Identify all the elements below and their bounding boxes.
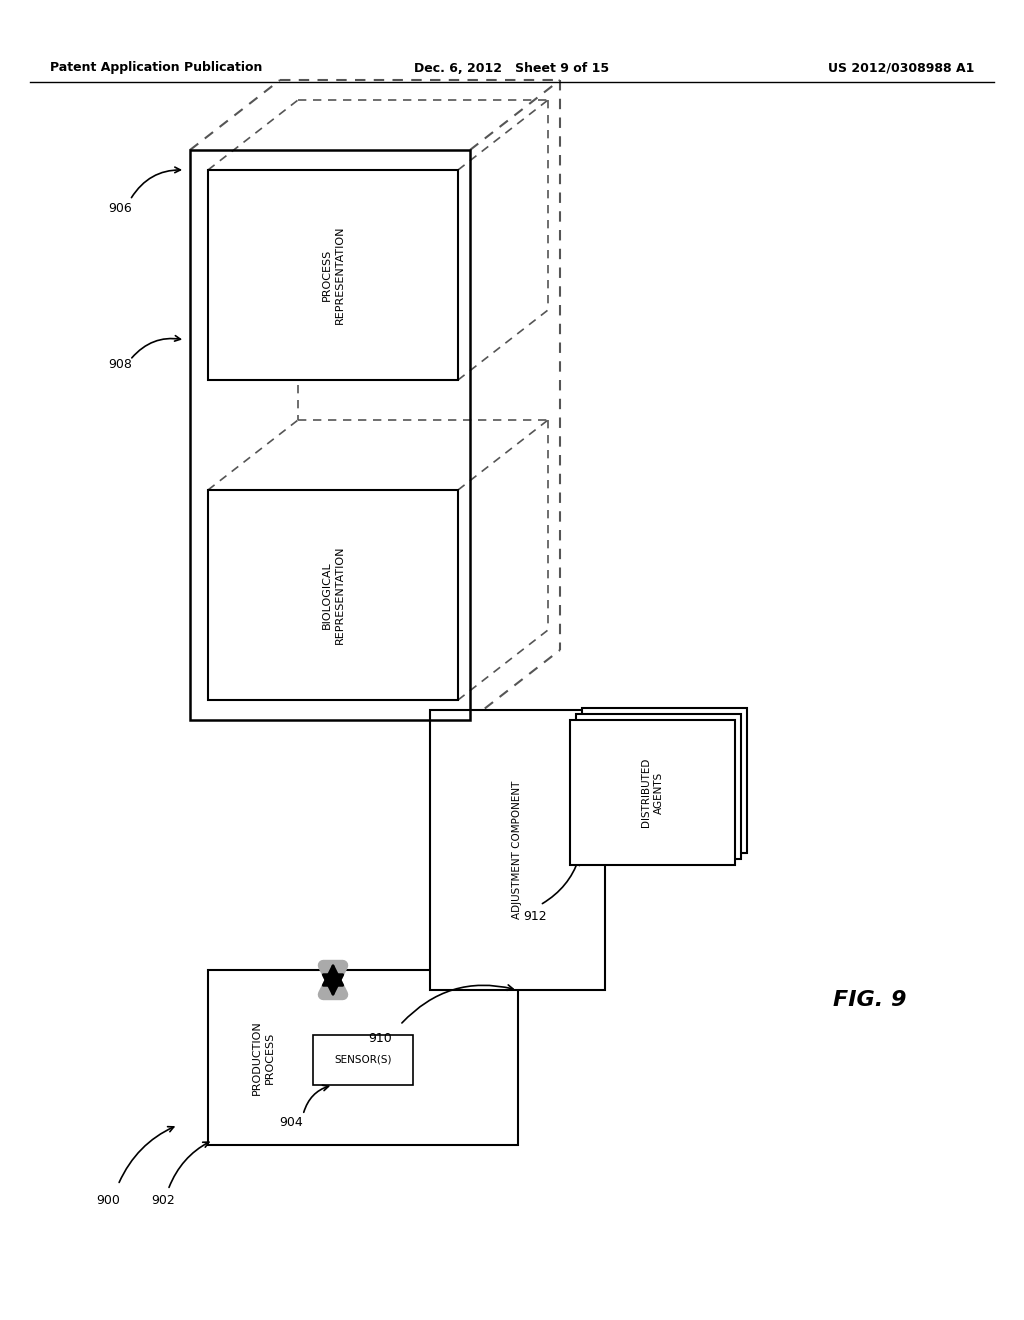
FancyBboxPatch shape [208, 970, 518, 1144]
Text: Dec. 6, 2012   Sheet 9 of 15: Dec. 6, 2012 Sheet 9 of 15 [415, 62, 609, 74]
FancyBboxPatch shape [208, 170, 458, 380]
Text: Patent Application Publication: Patent Application Publication [50, 62, 262, 74]
Text: 910: 910 [368, 1031, 392, 1044]
FancyBboxPatch shape [582, 708, 746, 853]
Text: 904: 904 [280, 1117, 303, 1130]
Text: PROCESS
REPRESENTATION: PROCESS REPRESENTATION [322, 226, 345, 325]
Text: PRODUCTION
PROCESS: PRODUCTION PROCESS [252, 1020, 274, 1094]
FancyBboxPatch shape [575, 714, 741, 859]
Text: 908: 908 [109, 359, 132, 371]
FancyBboxPatch shape [208, 490, 458, 700]
Text: DISTRIBUTED
AGENTS: DISTRIBUTED AGENTS [641, 758, 665, 828]
Text: 906: 906 [109, 202, 132, 214]
Text: 902: 902 [152, 1193, 175, 1206]
FancyBboxPatch shape [570, 719, 735, 865]
FancyBboxPatch shape [430, 710, 605, 990]
Text: FIG. 9: FIG. 9 [834, 990, 906, 1010]
Text: SENSOR(S): SENSOR(S) [334, 1055, 392, 1065]
FancyBboxPatch shape [313, 1035, 413, 1085]
Text: 912: 912 [523, 911, 547, 924]
Text: ADJUSTMENT COMPONENT: ADJUSTMENT COMPONENT [512, 781, 522, 919]
Text: 900: 900 [96, 1193, 120, 1206]
Text: BIOLOGICAL
REPRESENTATION: BIOLOGICAL REPRESENTATION [322, 545, 345, 644]
Text: US 2012/0308988 A1: US 2012/0308988 A1 [827, 62, 974, 74]
